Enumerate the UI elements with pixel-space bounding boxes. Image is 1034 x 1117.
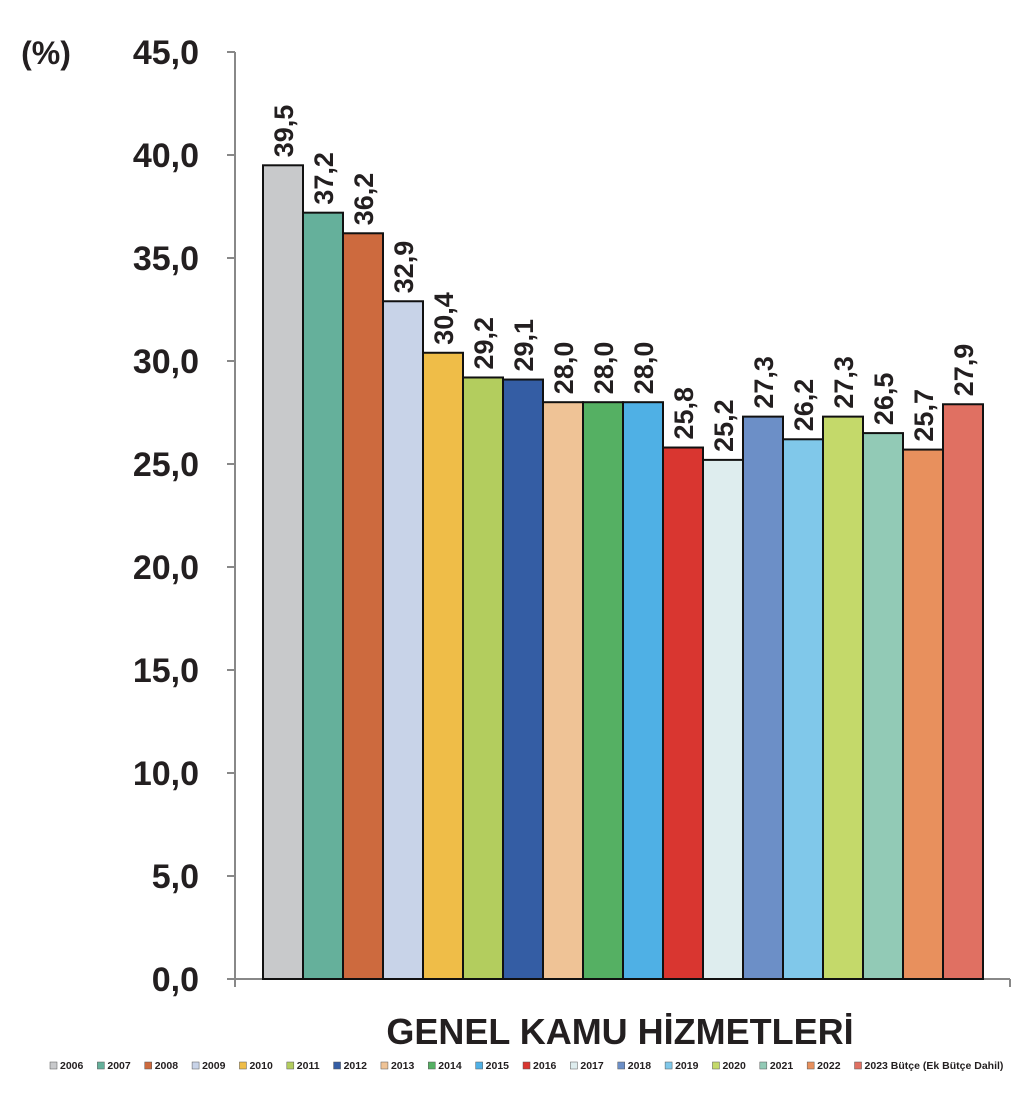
legend-swatch <box>428 1061 436 1070</box>
bar <box>302 211 344 980</box>
bar <box>582 401 624 980</box>
legend-label: 2020 <box>722 1060 746 1072</box>
y-tick-label: 35,0 <box>133 240 199 278</box>
bar <box>342 232 384 980</box>
value-label: 30,4 <box>429 292 459 345</box>
y-tick-label: 0,0 <box>152 961 199 999</box>
legend-swatch <box>239 1061 247 1070</box>
legend-label: 2017 <box>580 1060 604 1072</box>
value-label: 25,7 <box>909 389 939 442</box>
legend-label: 2014 <box>438 1060 462 1072</box>
legend-label: 2011 <box>297 1060 320 1072</box>
x-tick-label: GENEL KAMU HİZMETLERİ <box>386 1011 853 1052</box>
bar <box>622 401 664 980</box>
bar <box>262 164 304 981</box>
legend-swatch <box>286 1061 295 1070</box>
bar <box>822 415 864 980</box>
legend-label: 2007 <box>107 1060 131 1072</box>
legend-swatch <box>806 1061 815 1070</box>
legend-swatch <box>664 1061 673 1070</box>
legend-label: 2013 <box>391 1060 415 1072</box>
legend-label: 2021 <box>770 1060 794 1072</box>
legend-label: 2023 Bütçe (Ek Bütçe Dahil) <box>865 1060 1004 1072</box>
legend-swatch <box>144 1061 152 1070</box>
bar <box>422 351 464 980</box>
bar <box>942 403 984 980</box>
y-tick-label: 45,0 <box>133 34 199 72</box>
legend-swatch <box>380 1061 389 1070</box>
bar <box>902 448 944 980</box>
y-tick-label: 40,0 <box>133 137 199 175</box>
legend-label: 2022 <box>817 1060 841 1072</box>
legend-swatch <box>854 1061 862 1070</box>
y-tick-label: 10,0 <box>133 755 199 793</box>
legend-swatch <box>475 1061 483 1070</box>
y-tick-label: 30,0 <box>133 343 199 381</box>
bar <box>702 458 744 980</box>
value-label: 28,0 <box>549 342 579 395</box>
bar <box>462 376 504 981</box>
value-label: 28,0 <box>589 342 619 395</box>
legend-swatch <box>570 1061 578 1070</box>
legend-swatch <box>617 1061 625 1070</box>
value-label: 29,1 <box>509 319 539 372</box>
bar <box>662 446 704 980</box>
value-label: 28,0 <box>629 342 659 395</box>
legend-label: 2019 <box>675 1060 699 1072</box>
legend-label: 2016 <box>533 1060 557 1072</box>
legend-label: 2006 <box>60 1060 84 1072</box>
value-label: 27,3 <box>829 356 859 409</box>
value-label: 29,2 <box>469 317 499 370</box>
legend-swatch <box>712 1061 720 1070</box>
legend-label: 2009 <box>202 1060 226 1072</box>
legend-label: 2018 <box>628 1060 652 1072</box>
bar <box>862 432 904 981</box>
value-label: 27,9 <box>949 344 979 397</box>
value-label: 25,8 <box>669 387 699 440</box>
legend-swatch <box>333 1061 341 1070</box>
legend-swatch <box>97 1061 105 1070</box>
bar <box>542 401 584 980</box>
bar <box>502 378 544 981</box>
y-tick-label: 5,0 <box>152 858 199 896</box>
y-tick-label: 25,0 <box>133 446 199 484</box>
bar <box>782 438 824 980</box>
legend-swatch <box>522 1061 531 1070</box>
bar <box>742 415 784 980</box>
legend-swatch <box>49 1061 58 1070</box>
value-label: 32,9 <box>389 241 419 294</box>
y-tick-label: 15,0 <box>133 652 199 690</box>
y-axis-label: (%) <box>21 35 71 71</box>
value-label: 27,3 <box>749 356 779 409</box>
legend-swatch <box>759 1061 768 1070</box>
y-tick-label: 20,0 <box>133 549 199 587</box>
legend-label: 2010 <box>249 1060 273 1072</box>
value-label: 26,2 <box>789 379 819 432</box>
legend-label: 2015 <box>486 1060 510 1072</box>
legend-label: 2012 <box>344 1060 368 1072</box>
bar <box>382 300 424 980</box>
value-label: 37,2 <box>309 152 339 205</box>
value-label: 26,5 <box>869 373 899 426</box>
value-label: 36,2 <box>349 173 379 226</box>
legend-swatch <box>191 1061 200 1070</box>
value-label: 39,5 <box>269 105 299 158</box>
value-label: 25,2 <box>709 399 739 452</box>
legend-label: 2008 <box>155 1060 179 1072</box>
